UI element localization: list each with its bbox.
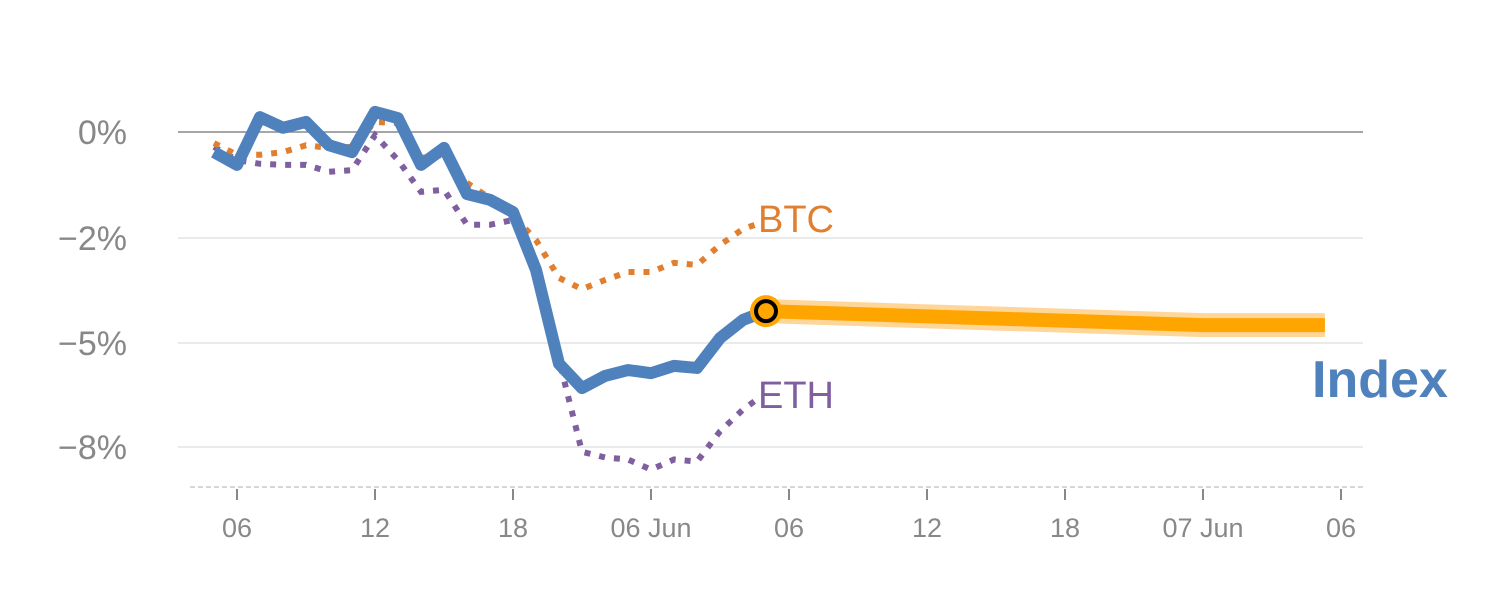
series-layer [211, 105, 1325, 473]
x-axis: 06 12 18 06 Jun 06 12 18 07 Jun 06 [190, 486, 1365, 543]
series-label-eth: ETH [758, 375, 834, 417]
x-tick-label: 18 [1050, 513, 1080, 543]
series-label-index: Index [1312, 351, 1448, 409]
y-axis: 0% −2% −5% −8% [58, 114, 127, 467]
y-tick-label: −2% [58, 220, 127, 258]
x-tick-label: 06 [1326, 513, 1356, 543]
x-tick-label: 12 [912, 513, 942, 543]
series-line-btc [212, 118, 758, 293]
y-tick-label: −8% [58, 429, 127, 467]
series-line-eth [212, 130, 759, 473]
x-tick-label: 06 [222, 513, 252, 543]
x-tick-label: 06 Jun [610, 513, 691, 543]
current-point-ring [754, 299, 778, 324]
gridlines [178, 131, 1363, 448]
x-tick-label: 12 [360, 513, 390, 543]
series-line-index [211, 105, 769, 395]
x-tick-label: 18 [498, 513, 528, 543]
y-tick-label: −5% [58, 325, 127, 363]
x-tick-label: 06 [774, 513, 804, 543]
y-tick-label: 0% [78, 114, 127, 152]
forecast-line [765, 304, 1325, 333]
x-tick-label: 07 Jun [1162, 513, 1243, 543]
series-label-btc: BTC [758, 199, 834, 241]
